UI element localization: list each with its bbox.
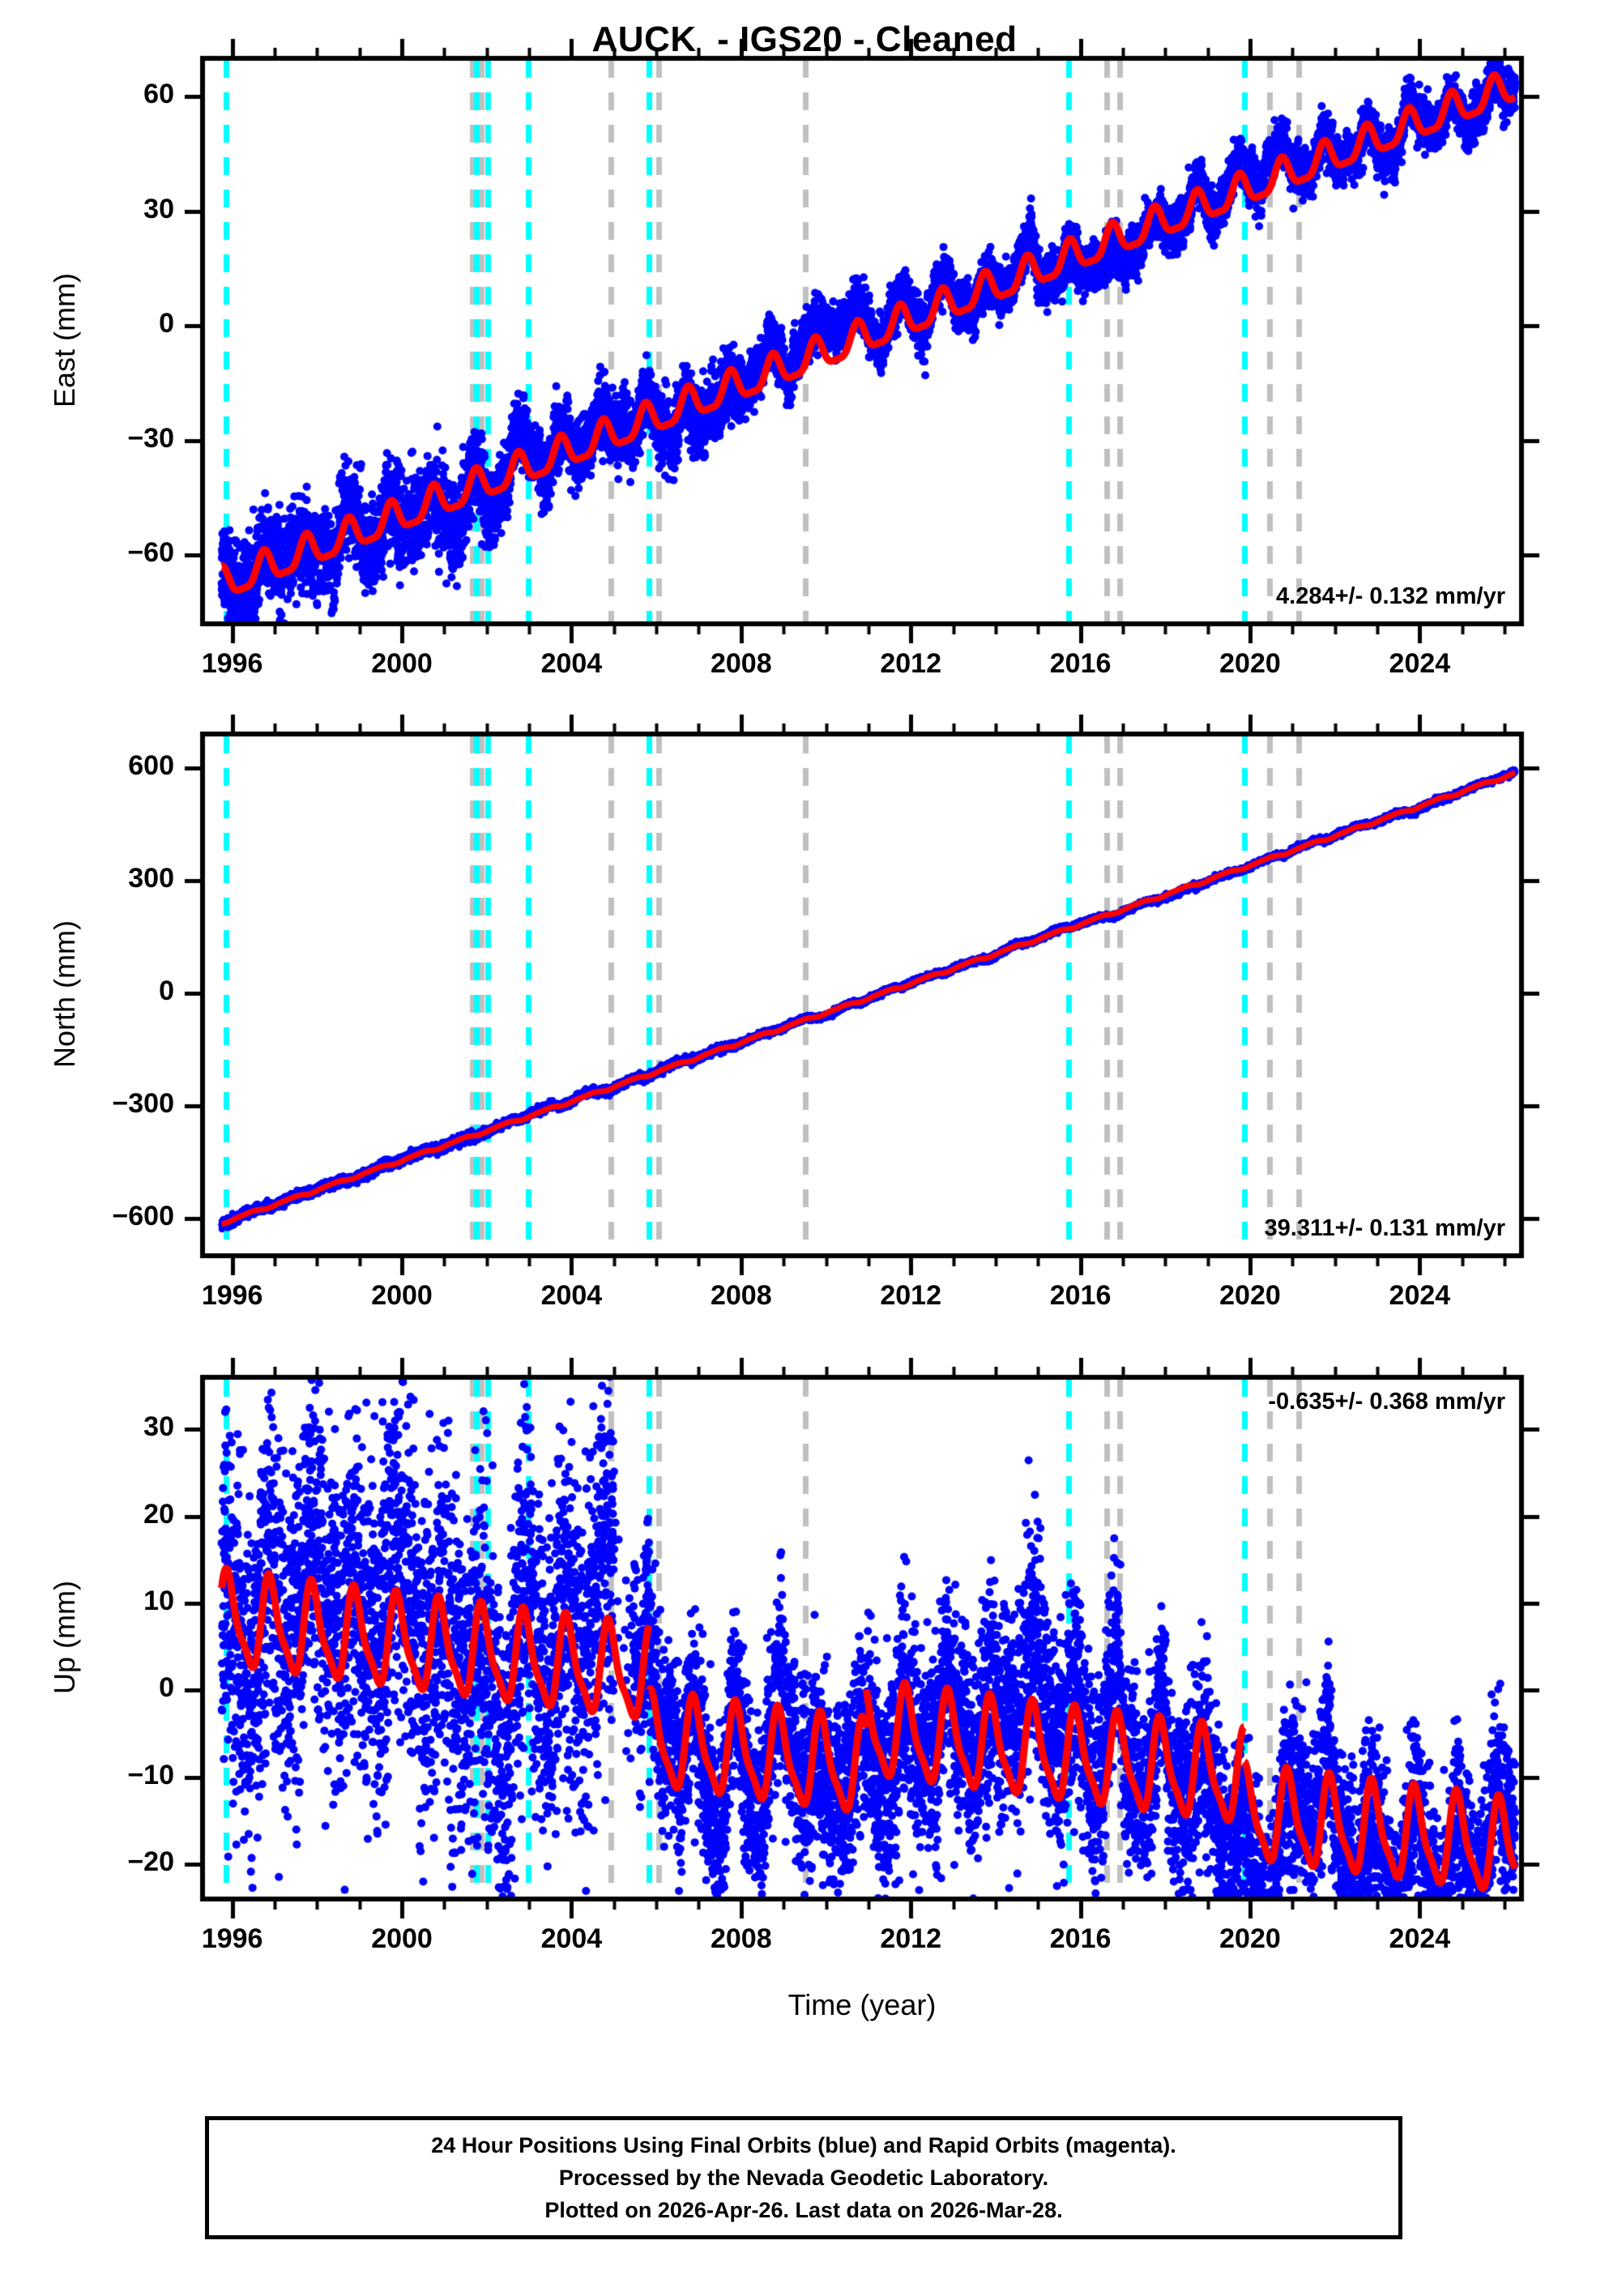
x-tick-label-east-3: 2008 [710,648,772,679]
x-axis-title: Time (year) [787,1988,937,2021]
x-tick-label-up-3: 2008 [710,1923,772,1954]
y-tick-label-up-1: −10 [127,1759,174,1790]
y-tick-label-east-4: 60 [143,79,174,110]
x-tick-label-east-4: 2012 [880,648,941,679]
x-tick-label-east-6: 2020 [1219,648,1281,679]
x-tick-label-east-2: 2004 [540,648,603,679]
x-tick-label-up-4: 2012 [880,1923,941,1954]
y-axis-title-up: Up (mm) [48,1581,81,1694]
caption-line-2: Processed by the Nevada Geodetic Laborat… [558,2166,1049,2190]
x-tick-label-up-6: 2020 [1219,1923,1281,1954]
y-tick-label-up-4: 20 [143,1498,174,1530]
x-tick-label-up-2: 2004 [540,1923,603,1954]
y-tick-label-east-3: 30 [143,193,174,224]
y-tick-label-east-1: −30 [127,422,174,454]
y-tick-label-east-0: −60 [127,537,174,569]
x-tick-label-north-3: 2008 [710,1280,772,1311]
y-tick-label-north-3: 300 [128,862,174,894]
x-tick-label-up-1: 2000 [371,1923,433,1954]
y-tick-label-north-0: −600 [112,1200,174,1231]
y-tick-label-north-1: −300 [112,1087,174,1119]
x-tick-label-east-7: 2024 [1389,648,1451,679]
figure-caption-box: 24 Hour Positions Using Final Orbits (bl… [205,2116,1402,2239]
rate-annotation-up: -0.635+/- 0.368 mm/yr [1268,1389,1505,1415]
x-tick-label-east-5: 2016 [1049,648,1112,679]
y-tick-label-north-2: 0 [159,975,174,1006]
y-tick-label-up-0: −20 [127,1846,174,1878]
x-tick-label-north-1: 2000 [371,1280,433,1311]
y-tick-label-east-2: 0 [159,308,174,339]
x-tick-label-north-6: 2020 [1219,1280,1281,1311]
x-tick-label-north-5: 2016 [1049,1280,1112,1311]
x-tick-label-up-5: 2016 [1049,1923,1112,1954]
x-tick-label-north-0: 1996 [201,1280,263,1311]
x-tick-label-north-4: 2012 [880,1280,941,1311]
x-tick-label-north-7: 2024 [1389,1280,1451,1311]
x-tick-label-east-0: 1996 [201,648,263,679]
y-tick-label-up-3: 10 [143,1585,174,1617]
rate-annotation-east: 4.284+/- 0.132 mm/yr [1276,583,1505,609]
x-tick-label-east-1: 2000 [371,648,433,679]
caption-line-3: Plotted on 2026-Apr-26. Last data on 202… [544,2198,1063,2222]
x-tick-label-north-2: 2004 [540,1280,603,1311]
y-tick-label-north-4: 600 [128,749,174,781]
y-tick-label-up-2: 0 [159,1672,174,1704]
x-tick-label-up-7: 2024 [1389,1923,1451,1954]
y-tick-label-up-5: 30 [143,1411,174,1443]
caption-line-1: 24 Hour Positions Using Final Orbits (bl… [431,2133,1176,2157]
page-title: AUCK - IGS20 - Cleaned [591,19,1018,59]
x-tick-label-up-0: 1996 [201,1923,263,1954]
rate-annotation-north: 39.311+/- 0.131 mm/yr [1264,1215,1505,1241]
